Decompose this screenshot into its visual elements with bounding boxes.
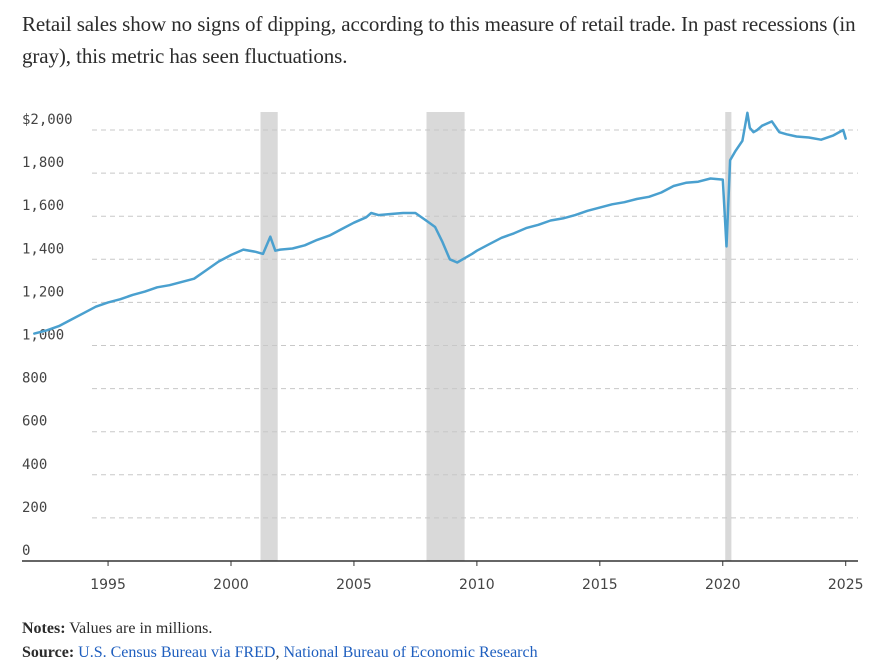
y-tick-label: 1,200 [22,284,64,300]
source-label: Source: [22,644,75,661]
y-tick-label: 1,400 [22,241,64,257]
x-tick-label: 2010 [459,577,495,593]
chart-footnotes: Notes: Values are in millions. Source: U… [22,617,538,665]
recession-band [260,112,278,561]
x-axis-ticks: 1995 2000 2005 2010 2015 2020 2025 [90,561,864,593]
y-tick-label: 1,000 [22,328,64,344]
source-line: Source: U.S. Census Bureau via FRED, Nat… [22,641,538,665]
recession-band [725,112,732,561]
notes-line: Notes: Values are in millions. [22,617,538,641]
x-tick-label: 2015 [582,577,618,593]
y-tick-label: 1,800 [22,155,64,171]
gridlines [92,129,858,519]
source-link-census-fred[interactable]: U.S. Census Bureau via FRED [78,644,276,661]
x-tick-label: 1995 [90,577,126,593]
source-link-nber[interactable]: National Bureau of Economic Research [283,644,538,661]
x-tick-label: 2020 [705,577,741,593]
retail-sales-series-line [33,111,847,335]
y-tick-label: $2,000 [22,112,73,128]
y-tick-label: 0 [22,543,30,559]
recession-band [426,112,465,561]
notes-text: Values are in millions. [69,620,213,637]
x-tick-label: 2025 [828,577,864,593]
source-separator: , [275,644,284,661]
x-tick-label: 2000 [213,577,249,593]
y-tick-label: 1,600 [22,198,64,214]
notes-label: Notes: [22,620,66,637]
y-tick-label: 800 [22,371,47,387]
y-tick-label: 200 [22,500,47,516]
retail-sales-line-chart: 0 200 400 600 800 1,000 1,200 1,400 1,600 1,800 $2… [22,111,864,593]
y-tick-label: 400 [22,457,47,473]
y-tick-label: 600 [22,414,47,430]
x-tick-label: 2005 [336,577,372,593]
recession-bands [260,112,732,561]
chart-subtitle: Retail sales show no signs of dipping, a… [22,12,856,68]
y-axis-ticks: 0 200 400 600 800 1,000 1,200 1,400 1,600 1,800 $2… [22,112,73,559]
